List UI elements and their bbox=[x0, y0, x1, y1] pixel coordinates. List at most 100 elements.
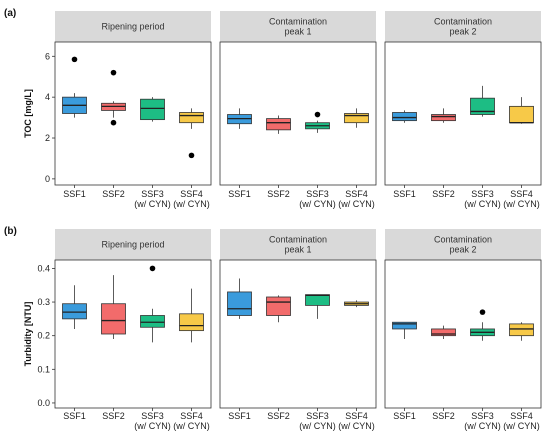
x-tick-label: (w/ CYN) bbox=[464, 421, 501, 431]
x-tick-label: SSF4 bbox=[510, 411, 533, 421]
x-tick-label: SSF3 bbox=[141, 189, 164, 199]
outlier-point bbox=[71, 56, 78, 63]
x-tick-label: SSF4 bbox=[180, 411, 203, 421]
facet-strip bbox=[220, 229, 376, 260]
chart-row-1: (a) TOC [mg/L] 0 2 4 6 Ripening period SSF1 SSF2… bbox=[4, 8, 542, 209]
facet-strip bbox=[220, 11, 376, 42]
facet-title: Contamination bbox=[269, 17, 327, 27]
x-tick-label: SSF4 bbox=[180, 189, 203, 199]
outlier-point bbox=[188, 152, 195, 159]
panel-frame bbox=[54, 259, 212, 409]
x-tick-label: SSF1 bbox=[228, 411, 251, 421]
box-ssf1 bbox=[62, 56, 87, 118]
box-ssf1 bbox=[392, 321, 417, 340]
box-body bbox=[344, 113, 369, 124]
y-tick-label: 0.2 bbox=[37, 331, 50, 341]
box-ssf1 bbox=[62, 285, 87, 329]
box-ssf3 bbox=[470, 309, 495, 341]
box-body bbox=[101, 303, 126, 335]
facet-strip bbox=[385, 11, 541, 42]
box-body bbox=[470, 97, 495, 115]
outlier-point bbox=[149, 265, 156, 272]
x-tick-label: (w/ CYN) bbox=[338, 421, 375, 431]
box-ssf2 bbox=[431, 108, 456, 123]
outlier-point bbox=[110, 69, 117, 76]
box-ssf2 bbox=[266, 295, 291, 323]
box-body bbox=[179, 112, 204, 124]
box-body bbox=[431, 114, 456, 122]
box-body bbox=[305, 294, 330, 306]
facet-title: peak 2 bbox=[449, 27, 476, 37]
x-tick-label: SSF3 bbox=[141, 411, 164, 421]
box-ssf4 bbox=[344, 108, 369, 128]
facet-title: peak 2 bbox=[449, 245, 476, 255]
box-ssf1 bbox=[227, 108, 252, 129]
x-tick-label: SSF1 bbox=[393, 411, 416, 421]
panel-tag: (b) bbox=[4, 226, 17, 237]
facet-title: peak 1 bbox=[284, 245, 311, 255]
x-tick-label: (w/ CYN) bbox=[299, 199, 336, 209]
x-tick-label: SSF2 bbox=[432, 411, 455, 421]
box-ssf1 bbox=[227, 278, 252, 319]
box-ssf3 bbox=[470, 85, 495, 117]
box-ssf2 bbox=[101, 275, 126, 340]
x-tick-label: SSF2 bbox=[102, 411, 125, 421]
facet-title: Ripening period bbox=[101, 240, 164, 250]
facet-strip bbox=[385, 229, 541, 260]
chart-row-2: (b) Turbidity [NTU] 0.0 0.1 0.2 0.3 0.4 Ripenin… bbox=[4, 226, 542, 431]
box-body bbox=[266, 296, 291, 316]
x-tick-label: SSF2 bbox=[102, 189, 125, 199]
x-tick-label: SSF1 bbox=[393, 189, 416, 199]
x-tick-label: (w/ CYN) bbox=[503, 199, 540, 209]
facet-title: Contamination bbox=[434, 17, 492, 27]
x-tick-label: (w/ CYN) bbox=[173, 199, 210, 209]
y-tick-label: 0 bbox=[45, 174, 50, 184]
x-tick-label: SSF2 bbox=[267, 411, 290, 421]
facet-title: Ripening period bbox=[101, 22, 164, 32]
x-tick-label: (w/ CYN) bbox=[299, 421, 336, 431]
x-tick-label: SSF1 bbox=[228, 189, 251, 199]
box-body bbox=[509, 105, 534, 124]
box-body bbox=[431, 328, 456, 337]
x-tick-label: SSF4 bbox=[345, 411, 368, 421]
box-body bbox=[392, 321, 417, 330]
facet-strip bbox=[55, 229, 211, 260]
y-axis-title: TOC [mg/L] bbox=[23, 89, 33, 138]
x-tick-label: SSF3 bbox=[471, 189, 494, 199]
x-tick-label: SSF1 bbox=[63, 189, 86, 199]
x-tick-label: SSF3 bbox=[306, 189, 329, 199]
y-tick-label: 0.0 bbox=[37, 398, 50, 408]
y-axis-title: Turbidity [NTU] bbox=[23, 302, 33, 367]
y-tick-label: 0.3 bbox=[37, 297, 50, 307]
x-tick-label: SSF3 bbox=[471, 411, 494, 421]
x-tick-label: SSF4 bbox=[345, 189, 368, 199]
y-tick-label: 0.1 bbox=[37, 364, 50, 374]
x-tick-label: (w/ CYN) bbox=[134, 421, 171, 431]
box-body bbox=[62, 303, 87, 320]
box-ssf4 bbox=[509, 97, 534, 124]
x-tick-label: SSF3 bbox=[306, 411, 329, 421]
panel-frame bbox=[219, 259, 377, 409]
box-body bbox=[392, 112, 417, 122]
box-body bbox=[227, 291, 252, 316]
box-body bbox=[140, 315, 165, 328]
box-ssf3 bbox=[305, 111, 330, 133]
x-tick-label: SSF1 bbox=[63, 411, 86, 421]
box-ssf3 bbox=[140, 265, 165, 343]
facet-title: Contamination bbox=[269, 235, 327, 245]
x-tick-label: SSF2 bbox=[267, 189, 290, 199]
box-ssf4 bbox=[179, 288, 204, 343]
facet-strip bbox=[55, 11, 211, 42]
box-ssf2 bbox=[266, 115, 291, 134]
y-tick-label: 2 bbox=[45, 133, 50, 143]
box-ssf4 bbox=[179, 108, 204, 159]
box-ssf3 bbox=[305, 294, 330, 319]
box-body bbox=[179, 313, 204, 332]
x-tick-label: (w/ CYN) bbox=[464, 199, 501, 209]
